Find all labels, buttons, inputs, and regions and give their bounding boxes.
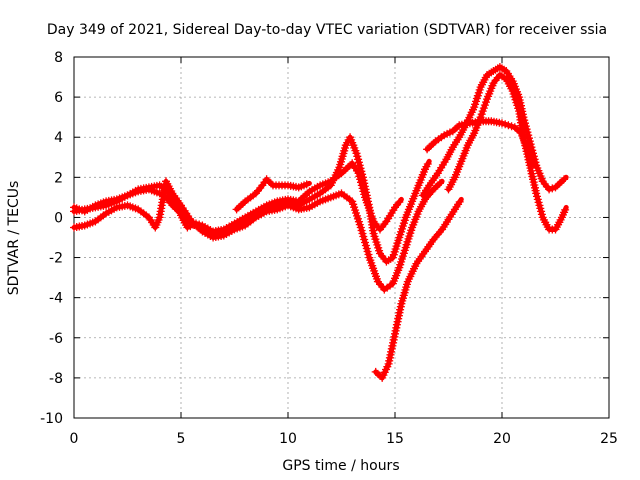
x-tick-label: 0: [70, 431, 79, 447]
series-track-7: [444, 71, 570, 234]
y-tick-label: -10: [40, 411, 63, 427]
y-tick-label: -6: [49, 331, 63, 347]
x-tick-label: 25: [600, 431, 618, 447]
series-line: [71, 178, 445, 293]
data-point: [302, 180, 311, 189]
series-track-8: [423, 117, 537, 168]
y-axis-label: SDTVAR / TECUs: [6, 181, 22, 296]
y-tick-label: 0: [54, 210, 63, 226]
x-tick-label: 15: [386, 431, 404, 447]
series-track-4: [232, 175, 312, 214]
y-tick-label: 2: [54, 170, 63, 186]
data-point: [395, 198, 404, 207]
grid-lines: [74, 57, 609, 418]
data-point: [560, 175, 569, 184]
series-track-3: [70, 159, 404, 236]
data-point: [455, 197, 464, 206]
y-tick-label: 6: [54, 90, 63, 106]
x-tick-label: 10: [279, 431, 297, 447]
data-point: [561, 205, 570, 214]
axis-ticks: 0 5 10 15 20 25 -10 -8 -6 -4 -2 0 2 4 6 8: [40, 50, 618, 447]
x-tick-label: 20: [493, 431, 511, 447]
x-tick-label: 5: [177, 431, 186, 447]
y-tick-label: -4: [49, 291, 63, 307]
data-point: [529, 158, 537, 167]
series-track-6: [418, 63, 569, 200]
y-tick-label: -8: [49, 371, 63, 387]
y-tick-label: -2: [49, 251, 63, 267]
y-tick-label: 4: [54, 130, 63, 146]
y-tick-label: 8: [54, 50, 63, 66]
x-axis-label: GPS time / hours: [282, 458, 399, 474]
series-group: [70, 63, 570, 382]
chart-title: Day 349 of 2021, Sidereal Day-to-day VTE…: [47, 22, 607, 38]
series-track-5: [371, 196, 464, 382]
data-point: [423, 160, 432, 168]
series-track-2: [70, 177, 445, 294]
data-point: [435, 179, 444, 188]
plot-frame: [73, 56, 610, 419]
